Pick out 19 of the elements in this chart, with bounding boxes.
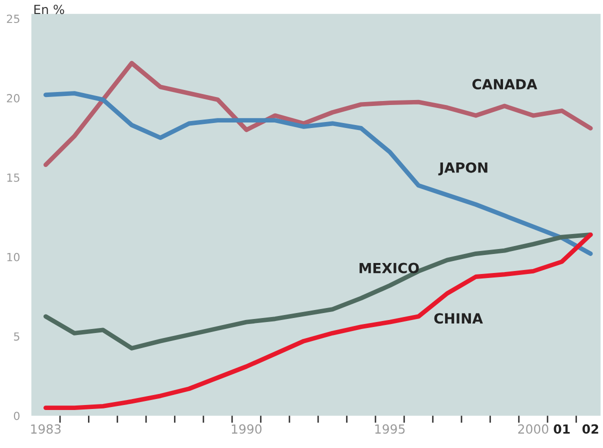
x-tick-label: 01 [554,424,570,434]
y-tick-label: 10 [7,252,20,262]
x-tick-label: 02 [582,424,598,434]
y-tick-label: 20 [6,94,20,102]
series-label: MEXICO [360,262,419,274]
y-axis-title: En % [34,4,64,14]
series-label: CHINA [434,313,483,324]
y-tick-label: 0 [14,412,20,420]
x-tick-label: 1983 [31,424,61,434]
series-label: CANADA [472,78,538,90]
y-tick-label: 15 [7,174,20,182]
series-label: JAPON [438,162,488,176]
y-tick-label: 5 [14,332,20,341]
x-tick-label: 1995 [375,424,405,434]
line-series [43,232,593,410]
y-tick-label: 25 [6,14,20,24]
x-tick-label: 2000 [518,424,548,434]
x-tick-label: 1990 [232,424,262,434]
line-series [43,91,593,256]
